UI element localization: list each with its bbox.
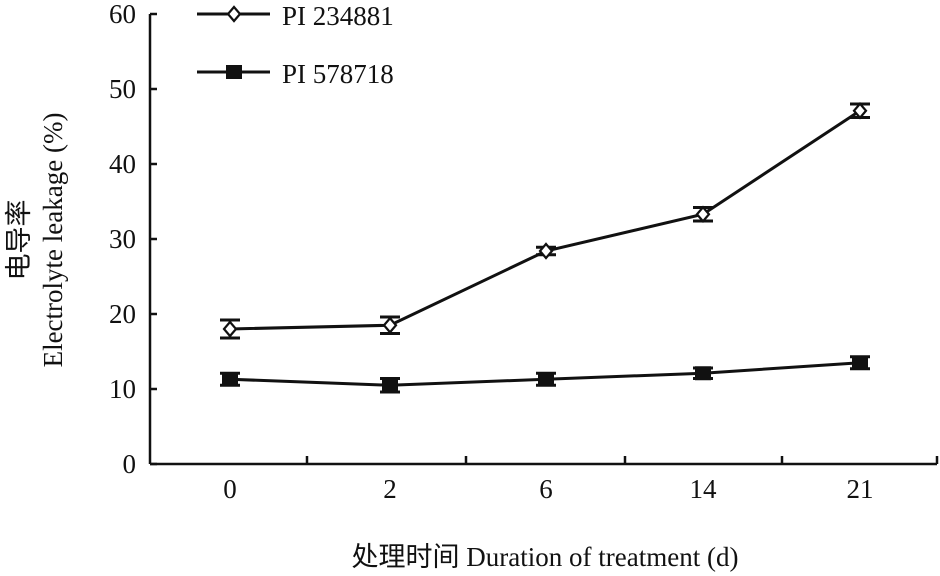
y-tick-label: 30 (109, 224, 136, 254)
x-tick-label: 6 (539, 474, 553, 504)
y-tick-label: 0 (123, 449, 137, 479)
data-point (538, 372, 554, 387)
x-tick-label: 0 (223, 474, 237, 504)
data-point (382, 316, 398, 334)
y-tick-label: 60 (109, 0, 136, 29)
y-tick-labels: 0 10 20 30 40 50 60 (109, 0, 136, 479)
series-1 (220, 355, 870, 394)
y-tick-label: 10 (109, 374, 136, 404)
data-point (695, 366, 711, 381)
x-tick-label: 2 (383, 474, 397, 504)
legend-marker (226, 5, 242, 23)
data-point (222, 320, 238, 338)
legend-marker (226, 65, 242, 79)
x-axis-label: 处理时间 Duration of treatment (d) (352, 542, 739, 572)
legend-label: PI 578718 (282, 59, 394, 89)
axes (148, 12, 939, 466)
series-0 (220, 102, 870, 340)
x-tick-label: 14 (690, 474, 718, 504)
data-point (222, 372, 238, 387)
x-tick-labels: 0 2 6 14 21 (223, 474, 873, 504)
data-point (382, 378, 398, 393)
data-point (538, 242, 554, 260)
data-point (852, 102, 868, 120)
x-tick-label: 21 (847, 474, 874, 504)
series-line (229, 109, 861, 331)
legend-label: PI 234881 (282, 1, 394, 31)
y-tick-label: 50 (109, 74, 136, 104)
series-group (220, 102, 870, 394)
y-axis-label: Electrolyte leakage (%) (38, 113, 68, 368)
y-tick-label: 40 (109, 149, 136, 179)
legend: PI 234881 PI 578718 (197, 1, 394, 89)
data-point (852, 355, 868, 370)
y-tick-label: 20 (109, 299, 136, 329)
y-axis-label-cn: 电导率 (4, 200, 34, 281)
data-point (695, 205, 711, 223)
